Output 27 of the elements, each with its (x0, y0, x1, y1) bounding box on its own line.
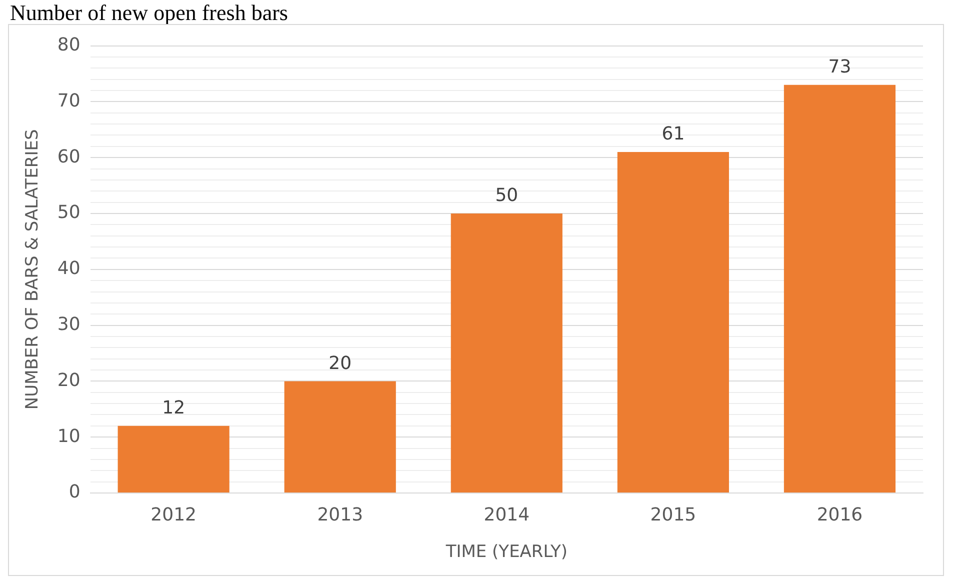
bar (284, 381, 396, 492)
y-tick-label: 80 (57, 34, 80, 56)
bar (617, 152, 729, 492)
x-axis-title: TIME (YEARLY) (444, 542, 568, 562)
y-tick-label: 0 (68, 482, 80, 503)
y-tick-label: 20 (57, 370, 80, 391)
y-tick-label: 10 (57, 426, 80, 447)
y-tick-label: 60 (57, 146, 80, 168)
bar (784, 84, 896, 492)
y-tick-label: 40 (57, 258, 80, 280)
data-label: 20 (328, 352, 352, 374)
y-tick-label: 70 (57, 90, 80, 112)
y-tick-label: 30 (57, 314, 80, 335)
data-label: 61 (662, 124, 685, 145)
data-label: 50 (495, 185, 518, 206)
y-axis-title: NUMBER OF BARS & SALATERIES (22, 129, 43, 410)
bar (118, 426, 230, 492)
y-tick-label: 50 (57, 202, 80, 224)
x-tick-label: 2016 (816, 504, 863, 526)
data-label: 12 (162, 398, 186, 419)
chart-title: Number of new open fresh bars (10, 0, 288, 26)
x-tick-label: 2013 (317, 504, 364, 526)
x-tick-label: 2014 (484, 504, 530, 526)
x-tick-label: 2015 (650, 504, 696, 526)
bar (450, 214, 562, 492)
x-tick-label: 2012 (150, 504, 196, 526)
data-label: 73 (828, 56, 852, 78)
